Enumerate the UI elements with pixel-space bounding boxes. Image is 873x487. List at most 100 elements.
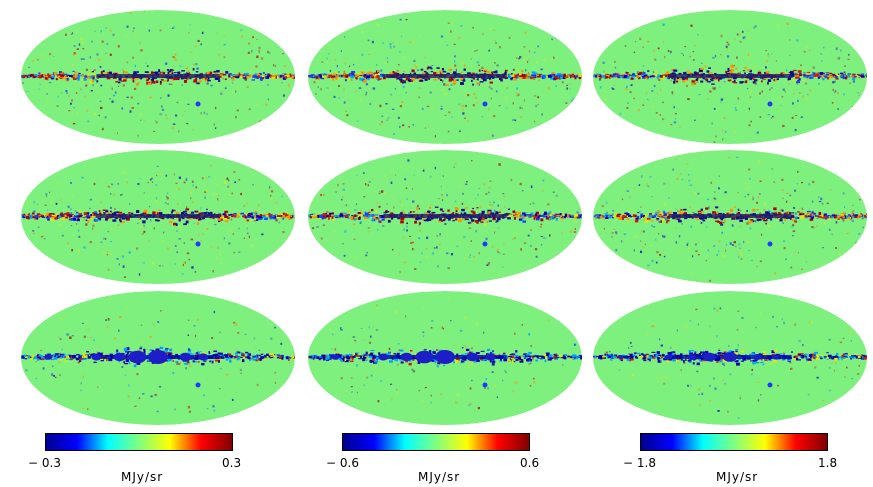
speckle [504, 205, 506, 208]
speckle [122, 71, 125, 74]
speckle [187, 334, 190, 336]
speckle [99, 106, 103, 110]
speckle [33, 200, 36, 204]
speckle [837, 57, 841, 60]
plane-pixel [361, 71, 365, 75]
plane-pixel [99, 353, 103, 355]
speckle [235, 87, 238, 90]
plane-pixel [846, 216, 851, 219]
speckle [390, 93, 393, 96]
speckle [337, 183, 339, 187]
plane-pixel [643, 74, 648, 77]
plane-pixel [488, 76, 492, 80]
speckle [426, 65, 430, 67]
plane-pixel [401, 80, 404, 84]
plane-pixel [335, 73, 339, 76]
plane-pixel [839, 74, 842, 78]
plane-pixel [560, 215, 563, 217]
speckle [207, 60, 210, 62]
speckle [32, 232, 35, 234]
plane-pixel [207, 77, 210, 80]
speckle [235, 323, 238, 326]
plane-pixel [672, 212, 677, 215]
speckle [454, 77, 456, 79]
plane-pixel [374, 72, 378, 75]
plane-pixel [599, 76, 602, 79]
speckle [551, 58, 554, 61]
speckle [506, 107, 508, 109]
speckle [85, 68, 89, 71]
plane-pixel [202, 77, 205, 80]
plane-pixel [310, 74, 315, 78]
speckle [426, 105, 429, 107]
speckle [528, 59, 530, 61]
speckle [371, 40, 374, 44]
plane-pixel [167, 353, 171, 355]
speckle [738, 247, 742, 249]
speckle [771, 115, 774, 118]
plane-pixel [402, 212, 406, 215]
speckle [665, 182, 668, 185]
speckle [248, 108, 251, 111]
speckle [69, 102, 72, 105]
plane-pixel [234, 75, 238, 78]
speckle [206, 408, 209, 410]
plane-pixel [604, 75, 608, 79]
speckle [194, 45, 197, 48]
speckle [496, 251, 500, 253]
speckle [629, 91, 632, 94]
plane-pixel [825, 215, 829, 219]
plane-pixel [624, 212, 628, 215]
speckle [139, 41, 141, 45]
speckle [99, 66, 102, 68]
speckle [89, 198, 93, 201]
plane-pixel [63, 218, 67, 221]
speckle [765, 49, 768, 52]
plane-pixel [626, 74, 631, 78]
speckle [781, 178, 784, 181]
plane-pixel [126, 218, 130, 221]
plane-pixel [34, 217, 39, 220]
plane-pixel [328, 217, 330, 220]
plane-pixel [511, 74, 515, 77]
speckle [477, 193, 479, 196]
plane-pixel [202, 216, 205, 220]
speckle [232, 233, 235, 236]
plane-pixel [497, 217, 501, 221]
speckle [149, 34, 151, 37]
plane-pixel [374, 77, 379, 79]
plane-pixel [265, 76, 269, 79]
plane-pixel [359, 77, 364, 81]
speckle [450, 253, 453, 256]
speckle [782, 222, 784, 224]
speckle [673, 105, 675, 109]
speckle [216, 32, 218, 34]
speckle [165, 114, 167, 116]
plane-pixel [38, 72, 41, 75]
plane-pixel [664, 218, 667, 221]
plane-pixel [504, 69, 508, 72]
plane-pixel [328, 214, 332, 218]
plane-pixel [105, 217, 108, 221]
plane-pixel [30, 357, 33, 361]
speckle [171, 244, 173, 247]
plane-pixel [512, 214, 517, 217]
speckle [172, 371, 175, 375]
speckle [505, 96, 508, 99]
plane-pixel [747, 69, 751, 71]
plane-pixel [437, 78, 441, 80]
plane-pixel [837, 214, 840, 217]
speckle [840, 49, 842, 52]
plane-pixel [340, 75, 345, 78]
plane-pixel [294, 214, 295, 217]
plane-pixel [803, 71, 806, 74]
plane-pixel [663, 212, 667, 216]
speckle [753, 26, 755, 29]
speckle [543, 58, 546, 61]
plane-pixel [218, 215, 222, 218]
plane-pixel [231, 213, 235, 217]
speckle [774, 272, 777, 275]
plane-pixel [795, 76, 800, 79]
plane-pixel [859, 74, 862, 76]
speckle [100, 29, 102, 33]
